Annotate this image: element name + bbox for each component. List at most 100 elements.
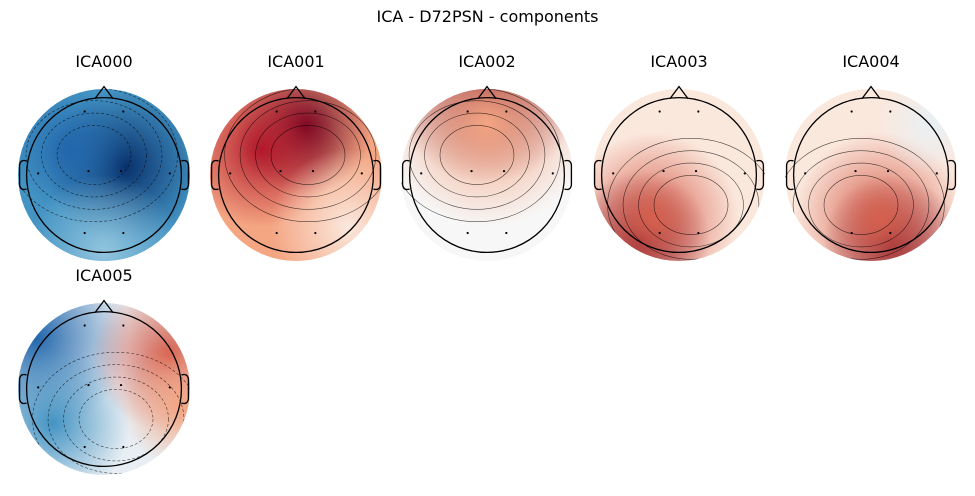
sensor-dot — [37, 386, 40, 389]
contour-line — [792, 150, 930, 260]
sensor-dot — [122, 110, 125, 113]
sensor-dot — [854, 169, 857, 173]
sensor-dot — [275, 231, 278, 235]
field-blob — [401, 89, 573, 261]
sensor-dot — [279, 169, 282, 173]
sensor-dot — [889, 110, 892, 113]
topomap-blue-field — [18, 85, 190, 261]
topomap-panel: ICA000 — [15, 52, 193, 262]
sensor-dot — [505, 110, 508, 113]
contour-line — [25, 100, 163, 210]
sensor-dot — [420, 172, 423, 175]
right-ear-marker — [181, 373, 190, 405]
sensor-dot — [697, 231, 700, 235]
sensor-dot — [83, 324, 86, 327]
sensor-dot — [502, 169, 506, 173]
component-title: ICA004 — [842, 52, 900, 71]
right-ear-marker — [373, 159, 382, 191]
sensor-dot — [612, 172, 615, 175]
sensor-dot — [804, 172, 807, 175]
component-title: ICA002 — [458, 52, 516, 71]
contour-line — [47, 364, 185, 474]
left-ear-marker — [210, 159, 219, 191]
right-ear-marker — [948, 159, 957, 191]
sensor-dot — [466, 231, 469, 235]
contour-line — [63, 376, 169, 462]
contour-line — [823, 175, 899, 235]
topomap-panel: ICA002 — [398, 52, 576, 262]
sensor-dot — [662, 169, 665, 173]
sensor-dot — [168, 172, 171, 175]
contour-line — [638, 162, 744, 248]
sensor-dot — [935, 172, 938, 175]
sensor-dot — [694, 169, 698, 173]
sensor-dot — [122, 445, 125, 449]
left-ear-marker — [401, 159, 410, 191]
field-blob — [785, 89, 957, 261]
head-outline — [25, 310, 183, 468]
topomap-red-right-occipital — [785, 85, 957, 261]
topomap-red-frontal-band — [401, 85, 573, 261]
sensor-dot — [314, 231, 317, 235]
sensor-dot — [551, 172, 554, 175]
head-outline — [217, 96, 375, 254]
contour-line — [78, 389, 154, 449]
nose-marker — [477, 85, 497, 99]
right-ear-marker — [181, 159, 190, 191]
head-outline — [792, 96, 950, 254]
sensor-dot — [83, 445, 86, 449]
head-outline — [25, 96, 183, 254]
topomap-blue-left-red-right — [18, 299, 190, 475]
right-ear-marker — [756, 159, 765, 191]
sensor-dot — [314, 110, 317, 113]
field-blob — [18, 89, 190, 261]
contour-line — [424, 112, 530, 198]
nose-marker — [861, 85, 881, 99]
sensor-dot — [122, 324, 125, 327]
nose-marker — [94, 299, 114, 313]
contour-line — [56, 125, 132, 185]
sensor-dot — [275, 110, 278, 113]
contour-line — [401, 89, 561, 223]
sensor-dot — [360, 172, 363, 175]
component-title: ICA000 — [75, 52, 133, 71]
sensor-dot — [83, 110, 86, 113]
topomap-panel: ICA003 — [590, 52, 768, 262]
contour-line — [239, 100, 377, 210]
contour-line — [653, 175, 729, 235]
topomap-panel: ICA005 — [15, 266, 193, 476]
contour-line — [439, 125, 515, 185]
head-outline — [600, 96, 758, 254]
field-blob — [18, 303, 190, 475]
field-blob — [593, 89, 765, 261]
topomap-panel: ICA001 — [207, 52, 385, 262]
topomap-red-left-frontal — [210, 85, 382, 261]
sensor-dot — [122, 231, 125, 235]
sensor-dot — [658, 231, 661, 235]
sensor-dot — [505, 231, 508, 235]
contour-line — [224, 89, 382, 223]
contour-line — [808, 162, 914, 248]
sensor-dot — [229, 172, 232, 175]
contour-line — [41, 112, 147, 198]
figure-title: ICA - D72PSN - components — [376, 7, 599, 26]
sensor-dot — [697, 110, 700, 113]
nose-marker — [94, 85, 114, 99]
component-title: ICA005 — [75, 266, 133, 285]
sensor-dot — [658, 110, 661, 113]
sensor-dot — [83, 231, 86, 235]
sensor-dot — [850, 231, 853, 235]
contour-line — [255, 112, 361, 198]
contour-line — [408, 100, 546, 210]
left-ear-marker — [18, 373, 27, 405]
component-title: ICA001 — [267, 52, 325, 71]
sensor-dot — [168, 386, 171, 389]
topomap-red-left-occipital — [593, 85, 765, 261]
field-blob — [210, 89, 382, 261]
sensor-dot — [743, 172, 746, 175]
sensor-dot — [889, 231, 892, 235]
left-ear-marker — [18, 159, 27, 191]
sensor-dot — [466, 110, 469, 113]
sensor-dot — [119, 169, 123, 173]
sensor-dot — [470, 169, 473, 173]
